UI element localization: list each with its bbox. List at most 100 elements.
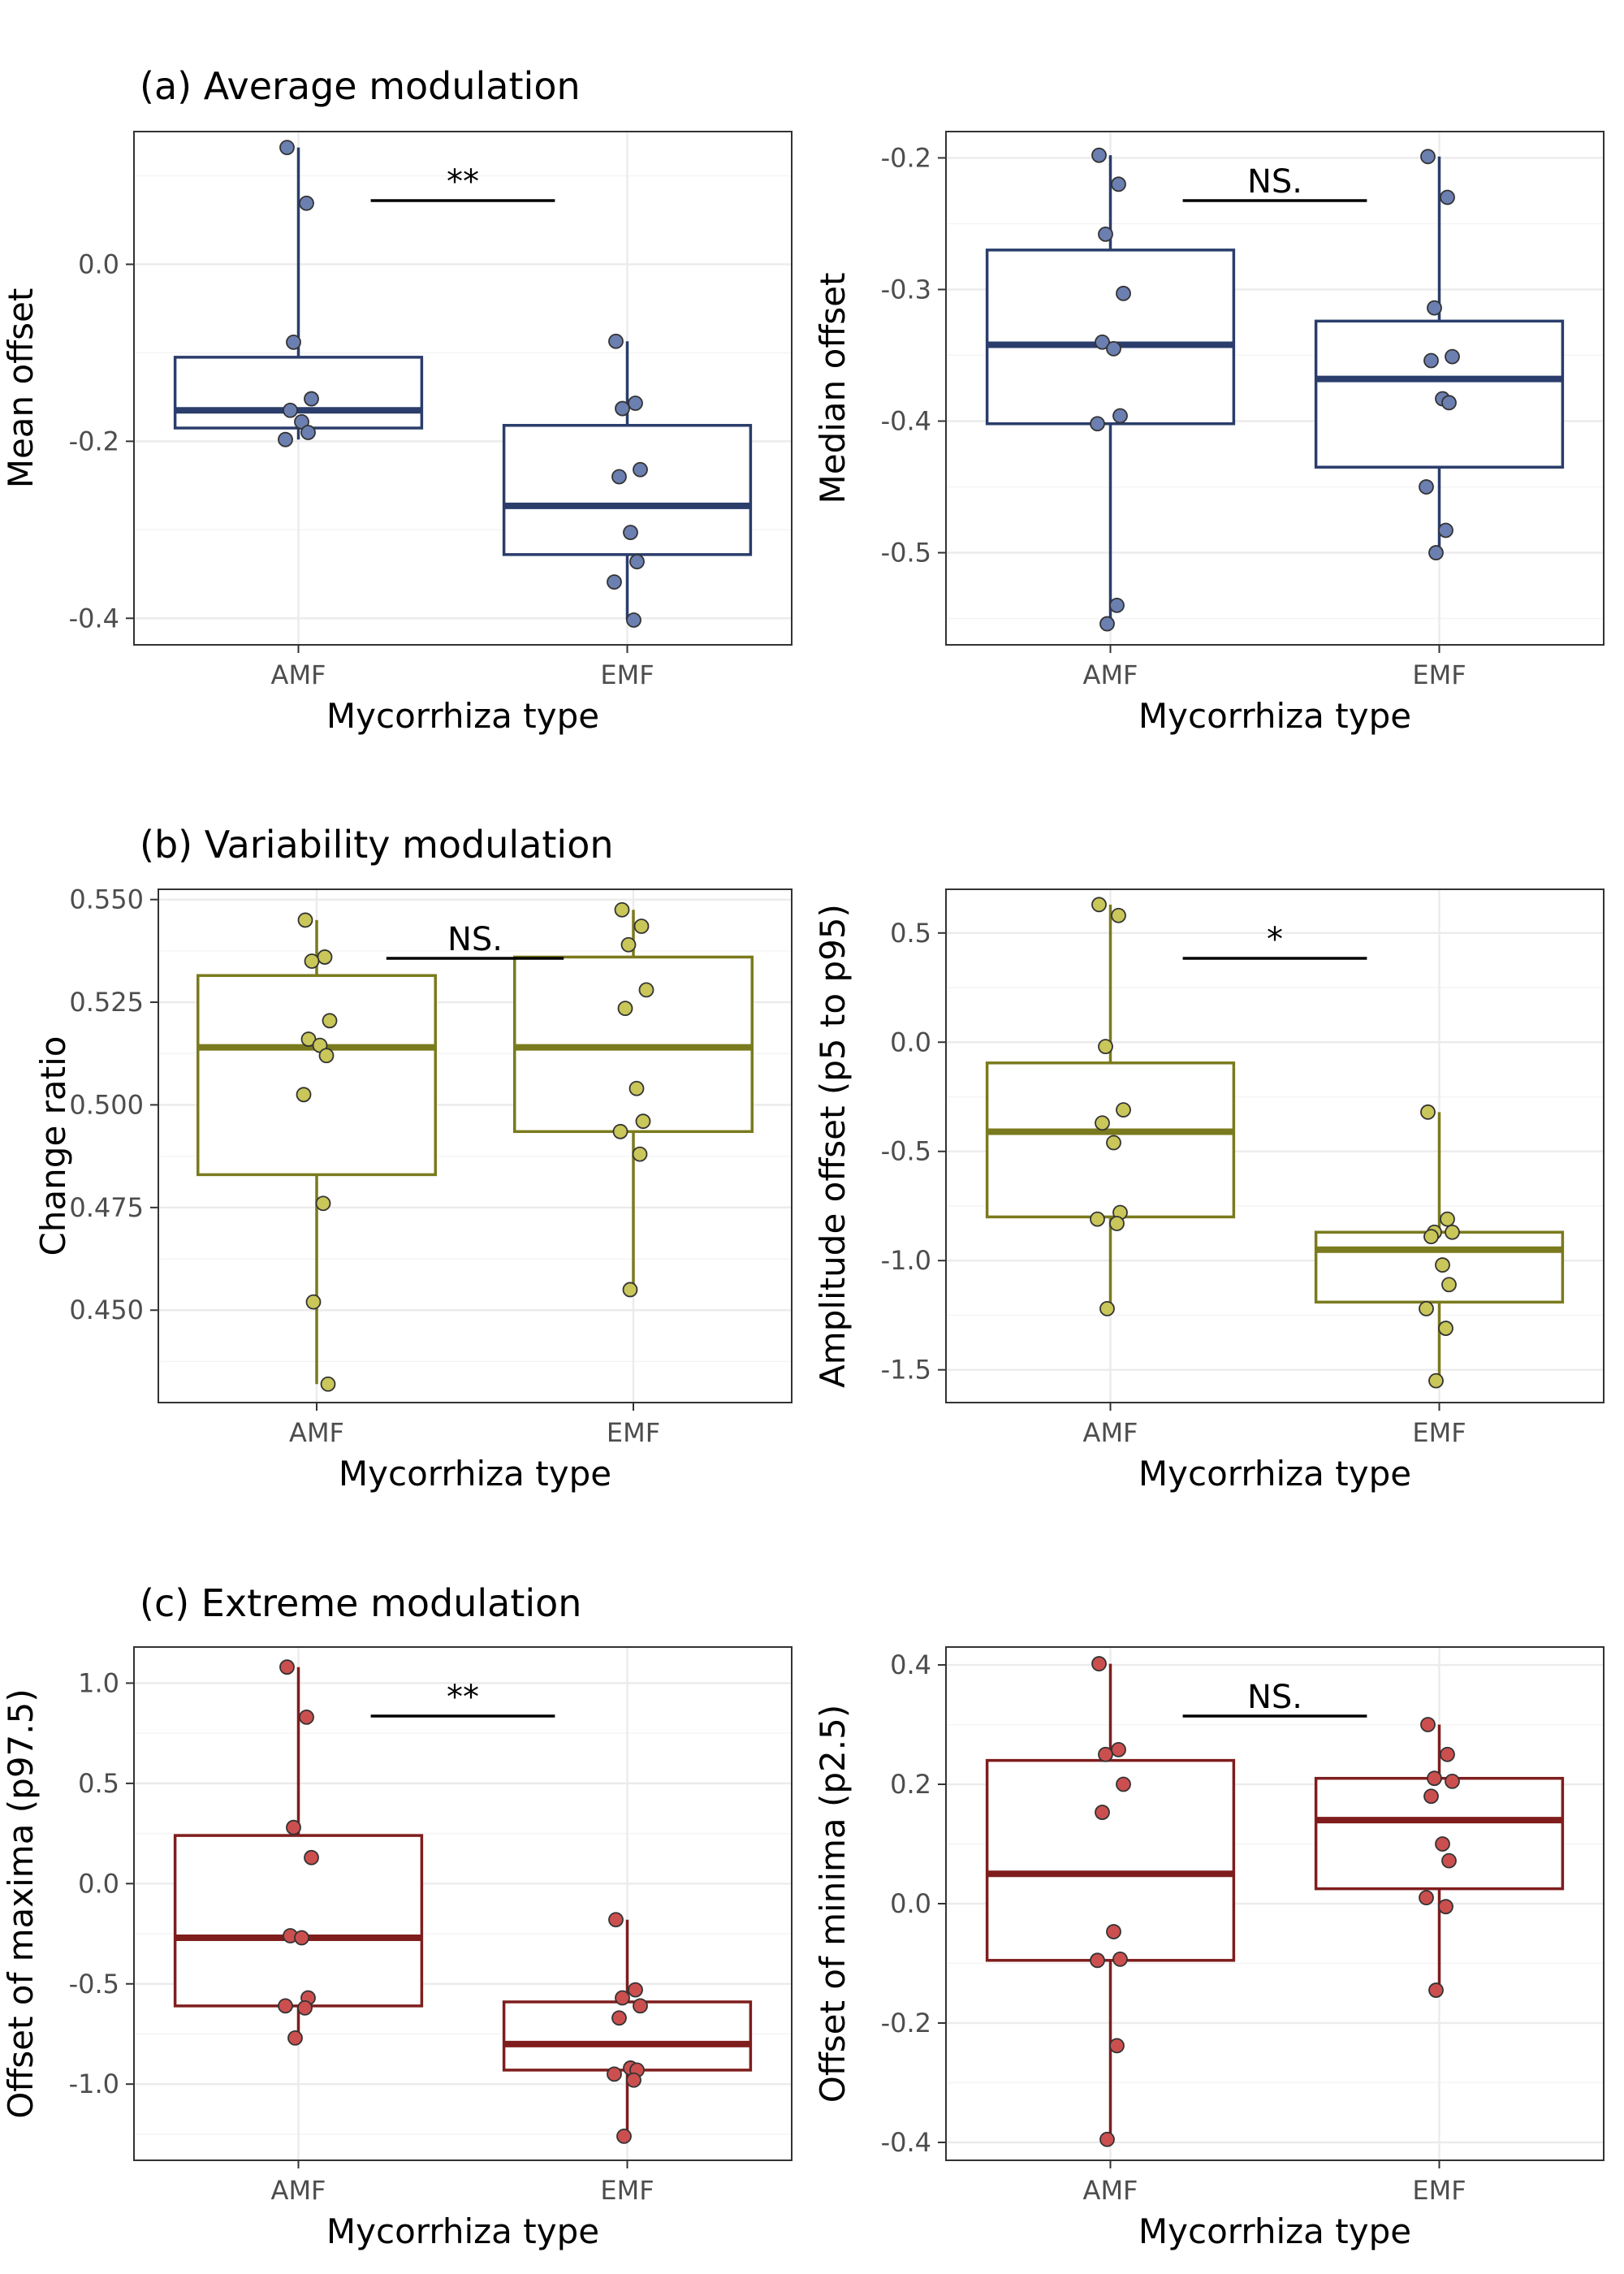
data-point <box>279 140 295 156</box>
x-tick-label: AMF <box>289 1417 344 1448</box>
y-tick-label: 0.525 <box>69 987 144 1018</box>
significance-label: NS. <box>447 921 503 958</box>
y-tick-label: -0.5 <box>881 538 931 568</box>
x-tick-label: EMF <box>600 659 654 690</box>
data-point <box>1445 1773 1460 1789</box>
significance-label: ** <box>447 1679 479 1716</box>
y-tick-label: 0.5 <box>78 1768 119 1799</box>
data-point <box>1095 1115 1110 1131</box>
data-point <box>615 400 630 417</box>
y-tick-label: -0.2 <box>881 142 931 173</box>
y-tick-label: 0.0 <box>78 249 119 279</box>
data-point <box>1116 285 1131 301</box>
data-point <box>1441 1852 1457 1869</box>
data-point <box>1099 2131 1115 2147</box>
y-tick-label: -0.4 <box>881 406 931 437</box>
x-tick-label: EMF <box>1412 2175 1466 2206</box>
data-point <box>620 936 637 953</box>
data-point <box>304 391 319 407</box>
x-tick-label: EMF <box>600 2175 654 2206</box>
section-title-a: (a) Average modulation <box>140 64 581 108</box>
x-axis-title: Mycorrhiza type <box>1138 696 1411 736</box>
y-tick-label: -0.5 <box>881 1136 931 1167</box>
data-point <box>614 901 630 918</box>
box-iqr <box>1314 1776 1565 1891</box>
x-tick-label: AMF <box>1083 1417 1138 1448</box>
data-point <box>1423 1788 1439 1805</box>
data-point <box>1098 1746 1113 1762</box>
data-point <box>629 554 645 569</box>
data-point <box>1419 1890 1434 1906</box>
data-point <box>279 1659 295 1675</box>
data-point <box>318 1048 335 1064</box>
data-point <box>1440 1211 1455 1227</box>
data-point <box>1441 1277 1457 1293</box>
y-tick-label: -0.4 <box>881 2127 931 2158</box>
y-tick-label: 0.550 <box>69 884 144 915</box>
data-point <box>638 982 654 998</box>
chart-panel-3: NS. 0.550 0.525 0.500 0.475 0.450 AMF EMF Mycorr… <box>33 884 793 1494</box>
data-point <box>1445 1224 1460 1240</box>
data-point <box>1106 1135 1121 1151</box>
x-tick-label: EMF <box>607 1417 660 1448</box>
data-point <box>320 1376 336 1392</box>
y-axis-title: Offset of maxima (p97.5) <box>1 1688 41 2119</box>
y-axis-title: Mean offset <box>1 288 41 489</box>
y-tick-label: -0.2 <box>69 426 119 456</box>
box-iqr <box>197 974 437 1177</box>
y-tick-label: -0.2 <box>881 2008 931 2038</box>
data-point <box>294 1930 309 1946</box>
box-amf <box>985 1656 1236 2147</box>
significance-label: ** <box>447 163 479 201</box>
box-emf <box>502 333 753 628</box>
data-point <box>1440 1746 1455 1762</box>
data-point <box>297 912 313 928</box>
data-point <box>611 469 627 485</box>
data-point <box>317 949 333 965</box>
y-tick-label: 0.475 <box>69 1192 144 1223</box>
box-iqr <box>502 424 753 556</box>
data-point <box>1427 300 1442 316</box>
data-point <box>1111 1741 1126 1757</box>
data-point <box>607 2066 622 2082</box>
data-point <box>296 1087 312 1103</box>
data-point <box>1419 1300 1434 1316</box>
data-point <box>1090 1952 1105 1969</box>
y-tick-label: 0.0 <box>890 1027 931 1057</box>
significance-label: NS. <box>1247 163 1302 201</box>
data-point <box>1111 907 1126 923</box>
x-tick-label: AMF <box>1083 659 1138 690</box>
data-point <box>300 425 316 440</box>
x-axis-title: Mycorrhiza type <box>1138 2211 1411 2251</box>
panel-border <box>945 131 1605 646</box>
panel-border <box>133 131 793 646</box>
data-point <box>1428 1373 1444 1389</box>
y-tick-label: 1.0 <box>78 1667 119 1698</box>
data-point <box>304 953 320 969</box>
data-point <box>1116 1776 1131 1792</box>
data-point <box>626 2072 641 2088</box>
box-iqr <box>173 1834 424 2008</box>
data-point <box>1095 1805 1110 1820</box>
panel-border <box>133 1646 793 2161</box>
data-point <box>1423 352 1439 369</box>
y-axis-title: Median offset <box>813 273 853 504</box>
data-point <box>305 1294 322 1310</box>
box-amf <box>173 1659 424 2046</box>
data-point <box>1427 1770 1442 1787</box>
y-axis-title: Amplitude offset (p5 to p95) <box>813 904 853 1388</box>
x-axis-title: Mycorrhiza type <box>1138 1454 1411 1494</box>
box-emf <box>513 901 754 1298</box>
data-point <box>278 1998 293 2014</box>
data-point <box>611 2010 627 2026</box>
data-point <box>1091 147 1107 163</box>
data-point <box>633 1998 648 2014</box>
box-iqr <box>985 249 1236 426</box>
data-point <box>615 1990 630 2006</box>
box-amf <box>197 912 437 1392</box>
y-tick-label: -0.5 <box>69 1969 119 1999</box>
data-point <box>287 2030 303 2046</box>
x-tick-label: AMF <box>271 2175 326 2206</box>
y-tick-label: 0.5 <box>890 918 931 949</box>
